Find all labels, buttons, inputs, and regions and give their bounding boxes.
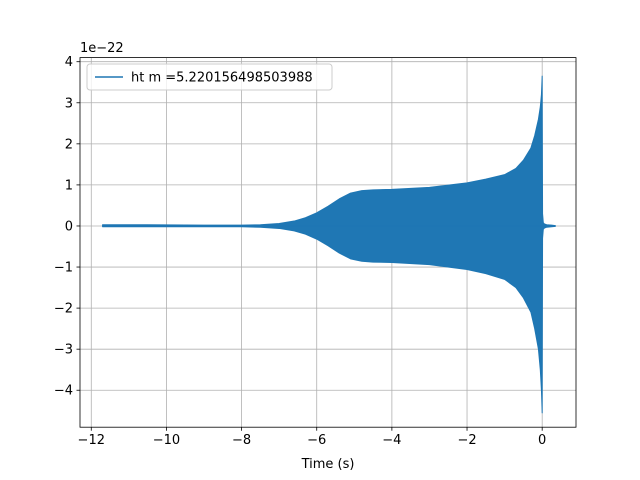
x-tick-label: −8 — [232, 433, 251, 448]
y-tick-label: −4 — [54, 384, 73, 399]
y-tick-label: 3 — [65, 96, 73, 111]
legend-box — [86, 63, 333, 91]
y-tick-label: 2 — [65, 137, 73, 152]
x-tick-label: −12 — [78, 433, 105, 448]
x-tick-label: −2 — [457, 433, 476, 448]
x-tick-label: −10 — [153, 433, 180, 448]
y-tick-label: 0 — [65, 219, 73, 234]
legend-label: ht m =5.220156498503988 — [131, 71, 313, 86]
y-offset-label: 1e−22 — [80, 41, 124, 56]
y-tick-label: −1 — [54, 261, 73, 276]
y-tick-label: −2 — [54, 302, 73, 317]
y-tick-label: −3 — [54, 343, 73, 358]
x-tick-label: −6 — [307, 433, 326, 448]
x-tick-label: −4 — [382, 433, 401, 448]
x-tick-label: 0 — [538, 433, 546, 448]
plot-frame — [79, 57, 577, 428]
y-tick-label: 1 — [65, 178, 73, 193]
x-axis-label: Time (s) — [301, 457, 355, 472]
y-tick-label: 4 — [65, 55, 73, 70]
legend: ht m =5.220156498503988 — [86, 63, 333, 91]
series-group — [102, 75, 556, 414]
